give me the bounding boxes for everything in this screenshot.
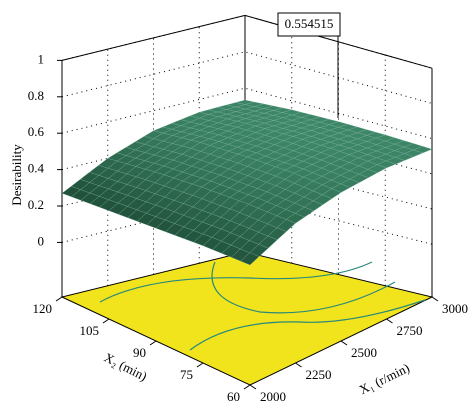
x1-tick-label: 2250 bbox=[306, 367, 332, 382]
x1-tick-label: 3000 bbox=[442, 301, 468, 316]
floor-contour bbox=[211, 261, 396, 314]
surface-patch bbox=[367, 164, 387, 173]
grid-line bbox=[61, 14, 433, 69]
x1-tick bbox=[386, 318, 393, 324]
z-axis-title: Desirability bbox=[9, 144, 24, 206]
x2-tick bbox=[102, 318, 110, 324]
x2-tick-label: 60 bbox=[227, 389, 240, 404]
x2-tick-label: 90 bbox=[133, 345, 146, 360]
box-edge bbox=[61, 14, 433, 69]
x2-tick-label: 105 bbox=[80, 323, 100, 338]
x1-tick-label: 2000 bbox=[260, 389, 286, 404]
x2-tick bbox=[196, 362, 204, 368]
x2-tick bbox=[149, 340, 157, 346]
floor-contour bbox=[189, 299, 426, 351]
x2-tick-label: 120 bbox=[33, 301, 53, 316]
surface-patch bbox=[276, 219, 296, 232]
z-tick-label: 0.4 bbox=[28, 161, 45, 176]
x1-tick bbox=[249, 384, 257, 390]
x1-tick bbox=[340, 340, 348, 346]
x1-tick-label: 2500 bbox=[351, 345, 377, 360]
z-tick-label: 0.8 bbox=[28, 88, 44, 103]
grid-line bbox=[61, 51, 433, 104]
x2-tick-label: 75 bbox=[180, 367, 193, 382]
annotation-box bbox=[277, 12, 341, 37]
z-tick-label: 0.6 bbox=[28, 124, 45, 139]
floor-contour bbox=[99, 261, 373, 303]
z-tick-label: 1 bbox=[38, 51, 45, 66]
x1-axis-title: X₁ (r/min) bbox=[357, 360, 412, 397]
x1-tick bbox=[295, 362, 302, 368]
surface-patch bbox=[412, 146, 433, 154]
x2-tick bbox=[243, 384, 251, 390]
z-tick-label: 0.2 bbox=[28, 197, 44, 212]
surface-patch bbox=[322, 188, 342, 199]
x1-tick-label: 2750 bbox=[397, 323, 423, 338]
x2-tick bbox=[55, 296, 63, 302]
x1-tick bbox=[431, 296, 439, 302]
z-tick-label: 0 bbox=[38, 233, 45, 248]
annotation: 0.554515 bbox=[285, 16, 334, 31]
